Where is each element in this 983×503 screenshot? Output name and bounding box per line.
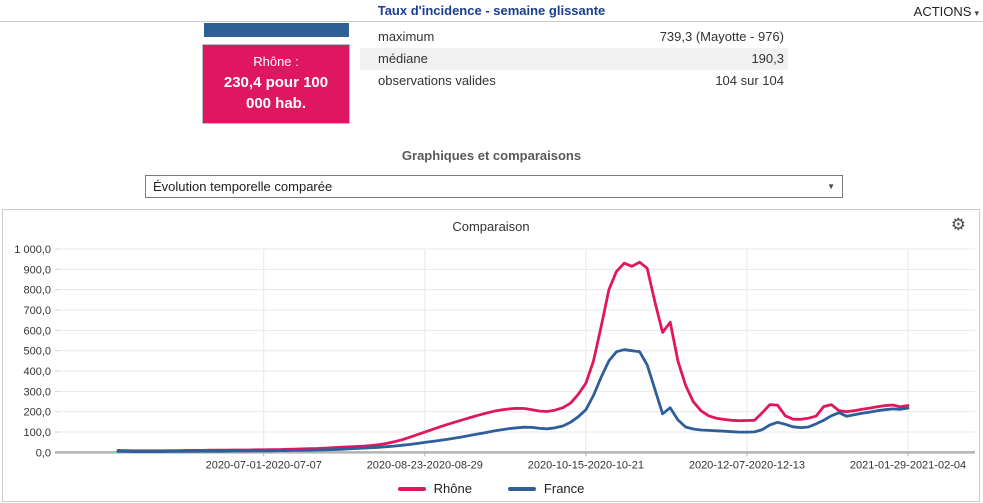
legend-label-rhone: Rhône (433, 481, 472, 496)
svg-text:900,0: 900,0 (23, 264, 51, 276)
gear-icon[interactable]: ⚙ (950, 215, 966, 234)
legend-label-france: France (543, 481, 585, 496)
legend-item-france[interactable]: France (507, 481, 585, 496)
svg-text:400,0: 400,0 (23, 366, 51, 378)
svg-text:2021-01-29-2021-02-04: 2021-01-29-2021-02-04 (850, 459, 966, 471)
svg-text:500,0: 500,0 (23, 346, 51, 358)
comparison-chart: 2020-07-01-2020-07-07 2020-08-23-2020-08-… (14, 244, 975, 471)
france-line-swatch (507, 486, 536, 491)
svg-text:100,0: 100,0 (23, 427, 51, 439)
svg-text:0,0: 0,0 (36, 447, 51, 459)
svg-text:800,0: 800,0 (23, 285, 51, 297)
stat-label: maximum (378, 29, 435, 44)
selection-color-bar (204, 23, 349, 37)
stat-label: médiane (378, 51, 428, 66)
section-heading: Graphiques et comparaisons (401, 148, 582, 163)
svg-text:2020-12-07-2020-12-13: 2020-12-07-2020-12-13 (689, 459, 805, 471)
svg-text:1 000,0: 1 000,0 (14, 244, 51, 256)
chart-type-selected-value: Évolution temporelle comparée (153, 179, 333, 194)
actions-menu-label: ACTIONS (913, 4, 972, 19)
stat-value: 739,3 (Mayotte - 976) (659, 29, 784, 44)
region-stat-card: Rhône : 230,4 pour 100 000 hab. (202, 44, 350, 124)
svg-text:700,0: 700,0 (23, 305, 51, 317)
chart-type-select[interactable]: Évolution temporelle comparée ▼ (145, 175, 843, 198)
svg-text:2020-10-15-2020-10-21: 2020-10-15-2020-10-21 (528, 459, 644, 471)
stats-table: maximum 739,3 (Mayotte - 976) médiane 19… (360, 26, 788, 92)
page-title: Taux d'incidence - semaine glissante (377, 3, 606, 18)
svg-text:300,0: 300,0 (23, 386, 51, 398)
svg-text:200,0: 200,0 (23, 407, 51, 419)
stat-card-region-label: Rhône : (253, 54, 299, 69)
title-bar: Taux d'incidence - semaine glissante ACT… (0, 0, 983, 22)
stat-value: 104 sur 104 (715, 73, 784, 88)
chevron-down-icon: ▾ (974, 8, 979, 18)
table-row-observations: observations valides 104 sur 104 (360, 70, 788, 92)
select-caret-icon: ▼ (827, 182, 835, 191)
chart-panel: Comparaison ⚙ 2020-07-01-2020-07-07 2020-… (2, 209, 980, 502)
svg-text:2020-07-01-2020-07-07: 2020-07-01-2020-07-07 (206, 459, 322, 471)
chart-legend: Rhône France (3, 481, 979, 496)
svg-text:600,0: 600,0 (23, 325, 51, 337)
stat-label: observations valides (378, 73, 496, 88)
legend-item-rhone[interactable]: Rhône (397, 481, 472, 496)
actions-menu-button[interactable]: ACTIONS ▾ (914, 4, 979, 19)
stat-value: 190,3 (751, 51, 784, 66)
table-row-maximum: maximum 739,3 (Mayotte - 976) (360, 26, 788, 48)
stat-card-value-line2: 000 hab. (245, 95, 307, 112)
svg-text:2020-08-23-2020-08-29: 2020-08-23-2020-08-29 (367, 459, 483, 471)
table-row-mediane: médiane 190,3 (360, 48, 788, 70)
rhone-line-swatch (397, 486, 426, 491)
chart-title: Comparaison (452, 219, 530, 234)
stat-card-value-line1: 230,4 pour 100 (223, 74, 329, 91)
